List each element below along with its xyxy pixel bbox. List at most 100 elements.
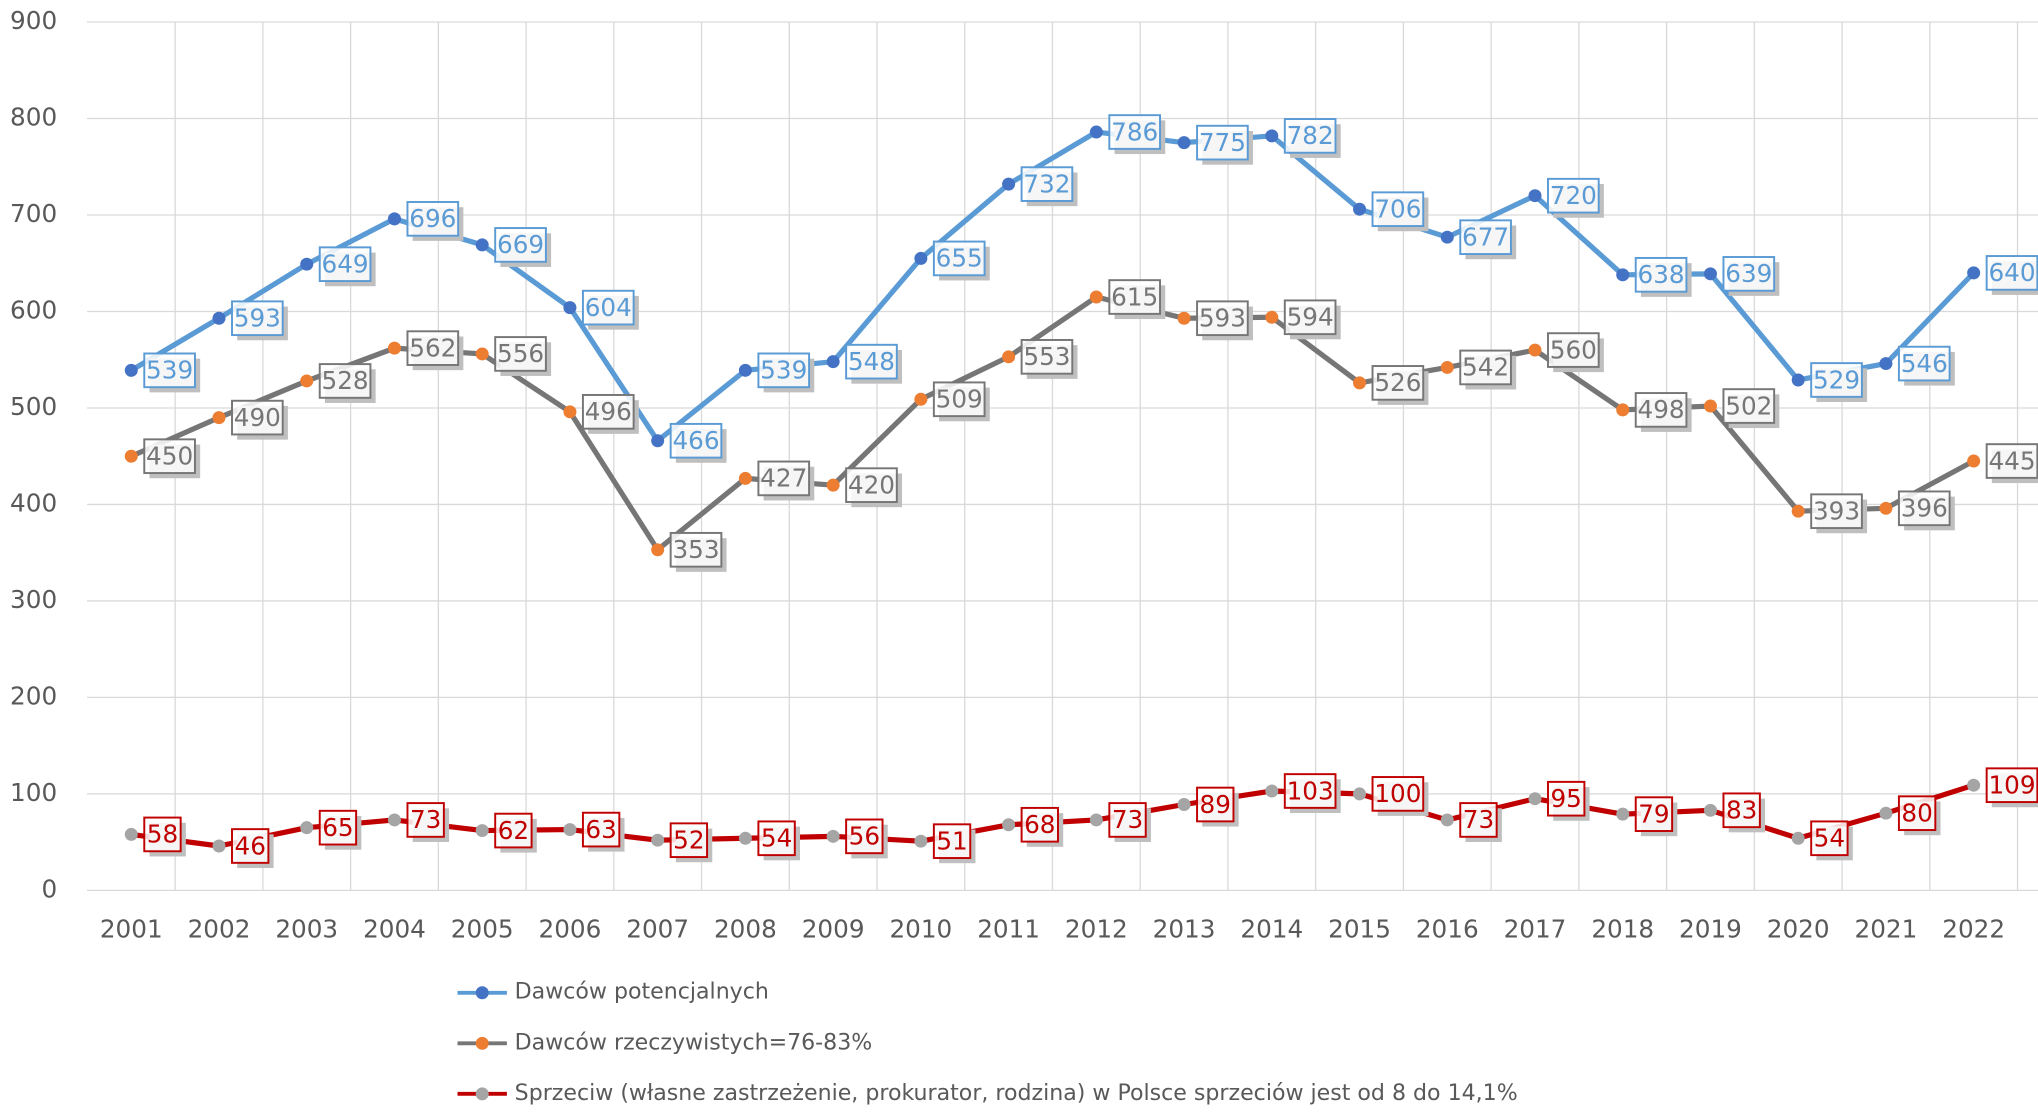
y-tick-label: 300 bbox=[10, 585, 57, 614]
point bbox=[125, 828, 138, 841]
point bbox=[914, 835, 927, 848]
data-label: 51 bbox=[936, 826, 967, 855]
data-label: 62 bbox=[498, 816, 529, 845]
data-label: 502 bbox=[1725, 391, 1772, 420]
point bbox=[1178, 798, 1191, 811]
point bbox=[300, 821, 313, 834]
data-label: 450 bbox=[146, 442, 193, 471]
point bbox=[1704, 400, 1717, 413]
x-tick-label: 2013 bbox=[1153, 915, 1216, 944]
point bbox=[739, 472, 752, 485]
data-label: 353 bbox=[672, 535, 719, 564]
x-tick-label: 2016 bbox=[1416, 915, 1479, 944]
data-label: 73 bbox=[410, 805, 441, 834]
data-label: 720 bbox=[1550, 181, 1597, 210]
point bbox=[476, 238, 489, 251]
data-label: 58 bbox=[147, 820, 178, 849]
data-label: 604 bbox=[585, 293, 632, 322]
x-tick-label: 2005 bbox=[451, 915, 514, 944]
point bbox=[1879, 357, 1892, 370]
x-tick-label: 2003 bbox=[275, 915, 338, 944]
x-tick-label: 2008 bbox=[714, 915, 777, 944]
data-label: 548 bbox=[848, 347, 895, 376]
point bbox=[1792, 832, 1805, 845]
point bbox=[1792, 505, 1805, 518]
point bbox=[1967, 266, 1980, 279]
point bbox=[1967, 779, 1980, 792]
point bbox=[1002, 178, 1015, 191]
point bbox=[1879, 502, 1892, 515]
data-label: 498 bbox=[1638, 395, 1685, 424]
legend-label: Dawców potencjalnych bbox=[515, 980, 769, 1005]
point bbox=[476, 824, 489, 837]
data-label: 593 bbox=[1199, 304, 1246, 333]
data-label: 539 bbox=[146, 356, 193, 385]
data-label: 553 bbox=[1023, 342, 1070, 371]
y-tick-label: 900 bbox=[10, 6, 57, 35]
x-tick-label: 2012 bbox=[1065, 915, 1128, 944]
point bbox=[1529, 344, 1542, 357]
legend-label: Dawców rzeczywistych=76-83% bbox=[515, 1030, 873, 1055]
data-label: 556 bbox=[497, 339, 544, 368]
x-tick-label: 2021 bbox=[1855, 915, 1918, 944]
point bbox=[213, 411, 226, 424]
data-label: 562 bbox=[409, 333, 456, 362]
x-tick-label: 2020 bbox=[1767, 915, 1830, 944]
point bbox=[476, 347, 489, 360]
data-label: 593 bbox=[234, 304, 281, 333]
x-tick-label: 2001 bbox=[100, 915, 163, 944]
data-label: 546 bbox=[1901, 349, 1948, 378]
data-label: 103 bbox=[1287, 776, 1334, 805]
point bbox=[563, 405, 576, 418]
data-label: 83 bbox=[1726, 796, 1757, 825]
y-tick-label: 0 bbox=[41, 874, 57, 903]
data-label: 73 bbox=[1463, 805, 1494, 834]
point bbox=[739, 832, 752, 845]
point bbox=[1704, 804, 1717, 817]
point bbox=[1616, 268, 1629, 281]
point bbox=[1002, 350, 1015, 363]
point bbox=[827, 479, 840, 492]
x-tick-label: 2007 bbox=[626, 915, 689, 944]
point bbox=[1178, 312, 1191, 325]
data-label: 109 bbox=[1988, 771, 2035, 800]
data-label: 696 bbox=[409, 204, 456, 233]
data-label: 786 bbox=[1111, 117, 1158, 146]
data-label: 539 bbox=[760, 356, 807, 385]
page: {"chart_data": {"type": "line", "categor… bbox=[0, 0, 2038, 1112]
point bbox=[1265, 785, 1278, 798]
point bbox=[388, 212, 401, 225]
point bbox=[1441, 231, 1454, 244]
data-label: 52 bbox=[673, 826, 704, 855]
point bbox=[1265, 129, 1278, 142]
x-tick-label: 2006 bbox=[539, 915, 602, 944]
data-label: 782 bbox=[1287, 121, 1334, 150]
data-label: 490 bbox=[234, 403, 281, 432]
point bbox=[1616, 403, 1629, 416]
data-label: 529 bbox=[1813, 365, 1860, 394]
data-label: 54 bbox=[761, 824, 792, 853]
y-tick-label: 800 bbox=[10, 103, 57, 132]
x-tick-label: 2018 bbox=[1591, 915, 1654, 944]
point bbox=[1967, 455, 1980, 468]
data-label: 420 bbox=[848, 470, 895, 499]
point bbox=[1616, 808, 1629, 821]
data-label: 73 bbox=[1112, 805, 1143, 834]
data-label: 528 bbox=[322, 366, 369, 395]
data-label: 669 bbox=[497, 230, 544, 259]
data-label: 56 bbox=[849, 822, 880, 851]
data-label: 79 bbox=[1638, 799, 1669, 828]
point bbox=[651, 434, 664, 447]
data-label: 594 bbox=[1287, 303, 1334, 332]
legend-marker bbox=[476, 1037, 489, 1050]
point bbox=[1879, 807, 1892, 820]
legend-marker bbox=[476, 1087, 489, 1100]
data-label: 639 bbox=[1725, 259, 1772, 288]
x-tick-label: 2014 bbox=[1240, 915, 1303, 944]
data-label: 89 bbox=[1200, 790, 1231, 819]
y-tick-label: 600 bbox=[10, 296, 57, 325]
point bbox=[1441, 361, 1454, 374]
point bbox=[827, 355, 840, 368]
point bbox=[125, 450, 138, 463]
data-label: 560 bbox=[1550, 335, 1597, 364]
